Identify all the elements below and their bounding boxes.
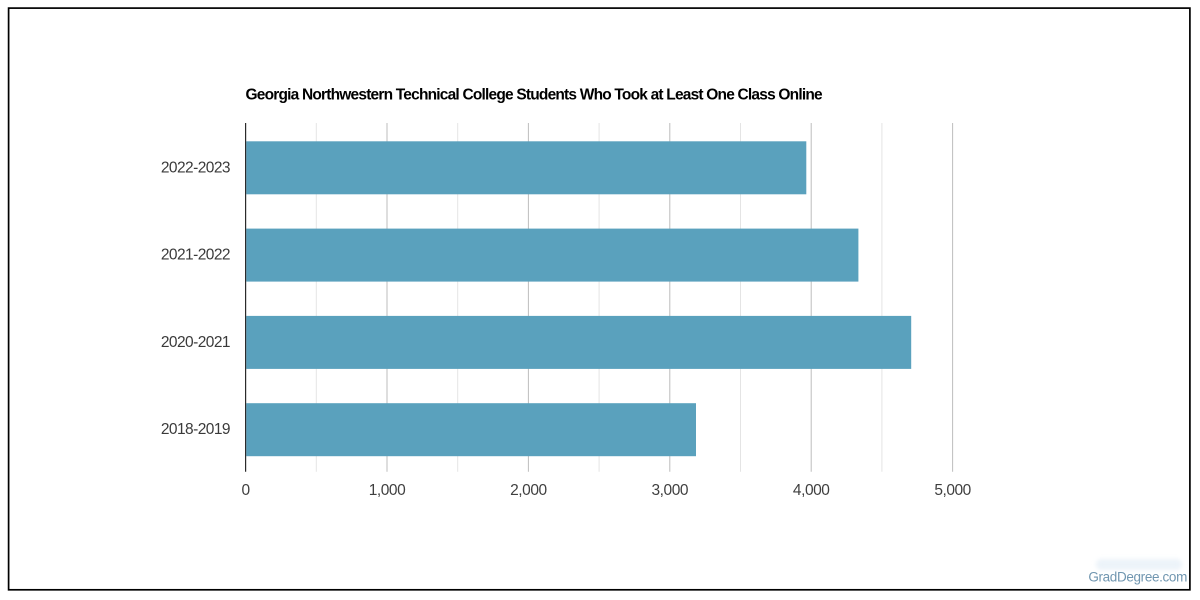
svg-text:3,000: 3,000 <box>652 482 689 499</box>
svg-text:2018-2019: 2018-2019 <box>161 421 230 438</box>
svg-text:2,000: 2,000 <box>510 482 547 499</box>
svg-text:4,000: 4,000 <box>793 482 830 499</box>
svg-text:1,000: 1,000 <box>369 482 406 499</box>
svg-text:Georgia Northwestern Technical: Georgia Northwestern Technical College S… <box>246 86 824 103</box>
svg-text:0: 0 <box>242 482 251 499</box>
svg-text:2020-2021: 2020-2021 <box>161 334 230 351</box>
svg-text:2022-2023: 2022-2023 <box>161 159 230 176</box>
svg-text:5,000: 5,000 <box>934 482 971 499</box>
svg-text:GradDegree.com: GradDegree.com <box>1088 569 1187 584</box>
svg-text:2021-2022: 2021-2022 <box>161 247 230 264</box>
